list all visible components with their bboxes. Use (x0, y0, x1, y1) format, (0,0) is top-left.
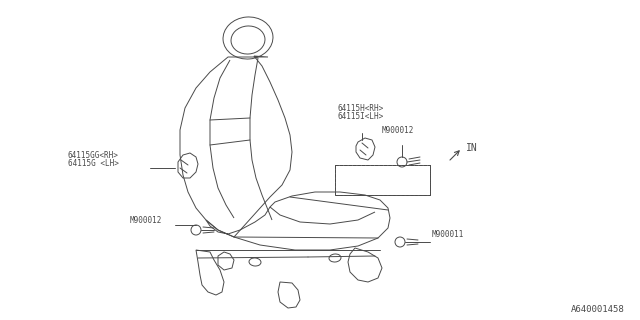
Text: 64115G <LH>: 64115G <LH> (68, 159, 119, 168)
Text: A640001458: A640001458 (572, 305, 625, 314)
Text: M900012: M900012 (382, 126, 414, 135)
Text: 64115I<LH>: 64115I<LH> (338, 112, 384, 121)
Text: IN: IN (466, 143, 477, 153)
Text: M900012: M900012 (130, 216, 163, 225)
Text: 64115GG<RH>: 64115GG<RH> (68, 151, 119, 160)
Text: M900011: M900011 (432, 230, 465, 239)
Text: 64115H<RH>: 64115H<RH> (338, 104, 384, 113)
